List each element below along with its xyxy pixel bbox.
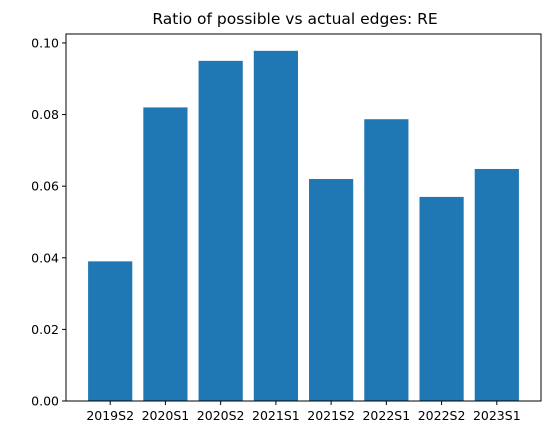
y-tick-label: 0.08 <box>31 107 59 122</box>
bar-2021S2 <box>309 179 354 401</box>
x-tick-label: 2022S2 <box>418 408 466 423</box>
x-axis-ticks: 2019S2 2020S1 2020S2 2021S1 2021S2 2022S1 2022… <box>86 401 521 423</box>
x-tick-label: 2019S2 <box>86 408 134 423</box>
y-tick-label: 0.10 <box>31 35 59 50</box>
y-tick-label: 0.04 <box>31 250 59 265</box>
x-tick-label: 2023S1 <box>473 408 521 423</box>
x-tick-label: 2021S2 <box>307 408 355 423</box>
bar-2019S2 <box>88 261 133 401</box>
bar-2020S1 <box>143 107 188 402</box>
y-tick-label: 0.06 <box>31 179 59 194</box>
bar-2022S2 <box>419 196 464 401</box>
chart-title: Ratio of possible vs actual edges: RE <box>152 10 437 28</box>
bars-layer <box>88 50 519 402</box>
y-tick-label: 0.00 <box>31 394 59 409</box>
axes-layer <box>65 33 542 402</box>
x-tick-label: 2022S1 <box>362 408 410 423</box>
bar-2023S1 <box>474 168 519 401</box>
bar-2020S2 <box>198 60 243 401</box>
bar-2021S1 <box>253 50 298 401</box>
x-tick-label: 2020S1 <box>142 408 190 423</box>
x-tick-label: 2021S1 <box>252 408 300 423</box>
y-axis-ticks: 0.00 0.02 0.04 0.06 0.08 0.10 <box>31 35 66 409</box>
bar-2022S1 <box>364 119 409 401</box>
x-tick-label: 2020S2 <box>197 408 245 423</box>
y-tick-label: 0.02 <box>31 322 59 337</box>
plot-frame <box>65 33 542 402</box>
